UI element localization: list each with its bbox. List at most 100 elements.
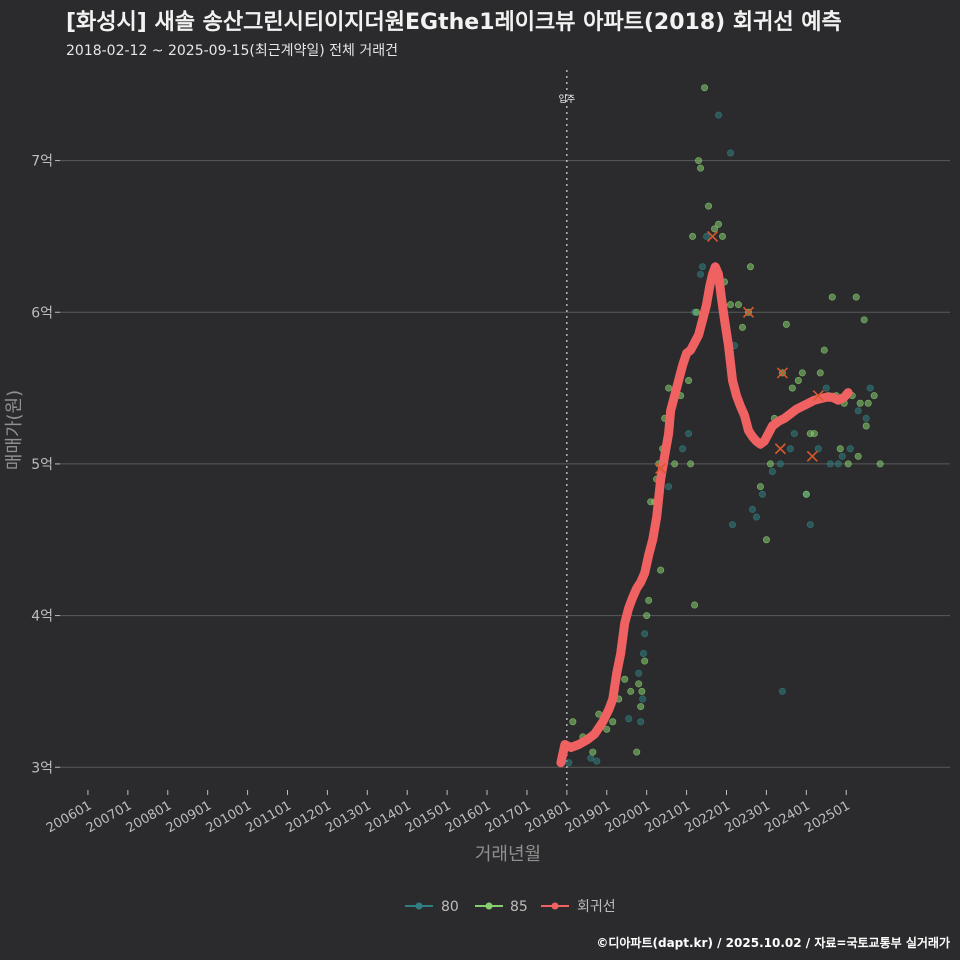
highlight-marker-stroke-b-4 <box>774 443 786 455</box>
point-85-8 <box>627 687 635 695</box>
highlight-marker-5 <box>806 450 818 462</box>
highlight-marker-stroke-b-1 <box>706 230 719 242</box>
y-tick-label-3: 6억 <box>31 305 53 321</box>
point-85-43 <box>762 536 770 544</box>
point-85-2 <box>589 748 597 756</box>
legend-item-80: 80 <box>405 899 459 915</box>
point-80-6 <box>639 695 647 703</box>
point-80-37 <box>862 414 870 422</box>
point-80-1 <box>587 754 595 762</box>
point-80-14 <box>703 232 711 240</box>
point-80-2 <box>593 757 601 765</box>
source-credit: ©디아파트(dapt.kr) / 2025.10.02 / 자료=국토교통부 실… <box>596 936 950 950</box>
point-85-66 <box>860 316 868 324</box>
x-tick-label-2: 200801 <box>124 798 174 836</box>
regression-line-layer <box>556 262 853 768</box>
point-80-26 <box>786 445 794 453</box>
point-80-0 <box>565 759 573 767</box>
point-85-39 <box>738 323 746 331</box>
point-85-37 <box>726 301 734 309</box>
highlight-marker-stroke-b-3 <box>776 367 788 379</box>
annotation-layer: 입주 <box>559 70 576 790</box>
point-85-5 <box>609 718 617 726</box>
point-85-22 <box>665 384 673 392</box>
highlight-markers <box>655 230 824 475</box>
point-85-70 <box>876 460 884 468</box>
x-tick-label-11: 201701 <box>483 798 533 836</box>
x-tick-label-9: 201501 <box>403 798 453 836</box>
point-85-64 <box>854 452 862 460</box>
x-tick-label-10: 201601 <box>443 798 493 836</box>
point-85-15 <box>645 596 653 604</box>
point-80-22 <box>758 490 766 498</box>
point-80-36 <box>854 407 862 415</box>
legend-label-80: 80 <box>441 899 459 915</box>
x-tick-label-4: 201001 <box>204 798 254 836</box>
point-85-72 <box>647 498 655 506</box>
point-80-33 <box>834 460 842 468</box>
point-80-16 <box>715 111 723 119</box>
x-tick-label-8: 201401 <box>363 798 413 836</box>
x-tick-label-19: 202501 <box>802 798 852 836</box>
point-80-7 <box>639 649 647 657</box>
highlight-marker-4 <box>774 443 786 455</box>
point-80-32 <box>826 460 834 468</box>
point-80-10 <box>679 445 687 453</box>
point-85-34 <box>715 220 723 228</box>
point-85-65 <box>856 399 864 407</box>
point-85-20 <box>657 566 665 574</box>
point-85-41 <box>746 263 754 271</box>
move-in-label-0: 입주 <box>559 93 576 105</box>
point-85-57 <box>828 293 836 301</box>
point-85-49 <box>794 376 802 384</box>
y-axis: 3억 4억 5억 6억 7억 <box>31 154 60 776</box>
y-axis-title: 매매가(원) <box>4 390 25 470</box>
point-85-30 <box>697 164 705 172</box>
point-85-32 <box>705 202 713 210</box>
point-85-31 <box>701 84 709 92</box>
highlight-marker-stroke-b-0 <box>655 462 667 475</box>
y-tick-label-4: 7억 <box>31 154 53 170</box>
point-85-29 <box>695 157 703 165</box>
point-85-48 <box>788 384 796 392</box>
point-85-44 <box>766 460 774 468</box>
y-tick-label-2: 5억 <box>31 457 53 473</box>
point-85-53 <box>810 430 818 438</box>
point-85-71 <box>691 601 699 609</box>
x-tick-label-16: 202201 <box>683 798 733 836</box>
point-80-13 <box>699 263 707 271</box>
point-85-27 <box>689 232 697 240</box>
point-85-26 <box>687 460 695 468</box>
point-80-27 <box>790 430 798 438</box>
x-axis: 2006012007012008012009012010012011012012… <box>44 790 853 836</box>
point-85-0 <box>569 718 577 726</box>
point-80-18 <box>728 521 736 529</box>
point-85-13 <box>641 657 649 665</box>
point-85-25 <box>685 376 693 384</box>
point-85-33 <box>711 225 719 233</box>
legend-label-85: 85 <box>510 899 528 915</box>
legend-label-regression: 회귀선 <box>577 899 616 915</box>
point-85-11 <box>637 703 645 711</box>
point-80-17 <box>726 149 734 157</box>
point-80-12 <box>697 270 705 278</box>
x-tick-label-7: 201301 <box>323 798 373 836</box>
x-tick-label-18: 202401 <box>762 798 812 836</box>
point-85-51 <box>802 490 810 498</box>
point-80-29 <box>806 521 814 529</box>
x-tick-label-5: 201101 <box>244 798 294 836</box>
point-80-11 <box>685 430 693 438</box>
y-tick-label-0: 3억 <box>31 760 53 776</box>
point-80-8 <box>641 630 649 638</box>
point-85-50 <box>798 369 806 377</box>
x-tick-label-15: 202101 <box>643 798 693 836</box>
highlight-marker-2 <box>742 306 755 318</box>
highlight-marker-stroke-b-5 <box>806 450 818 462</box>
point-85-67 <box>862 422 870 430</box>
scatter-points <box>565 84 884 767</box>
grid-lines <box>60 160 950 768</box>
x-tick-label-12: 201801 <box>523 798 573 836</box>
point-85-35 <box>719 232 727 240</box>
legend: 80 85 회귀선 <box>405 899 616 915</box>
x-tick-label-13: 201901 <box>563 798 613 836</box>
